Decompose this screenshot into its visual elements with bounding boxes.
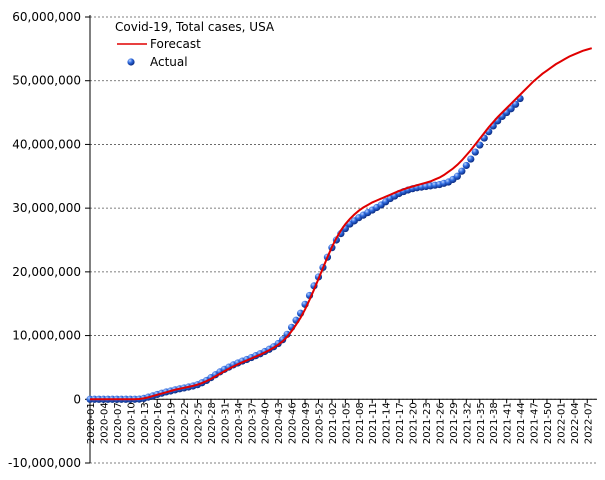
x-tick-label: 2021-08 (355, 402, 366, 444)
x-tick-label: 2022-07 (583, 402, 594, 444)
y-tick-label: 10,000,000 (12, 329, 81, 343)
x-tick-label: 2021-11 (368, 402, 379, 444)
x-tick-label: 2021-02 (328, 402, 339, 444)
y-tick-label: 0 (73, 392, 81, 406)
chart-title: Covid-19, Total cases, USA (115, 20, 275, 34)
x-tick-label: 2021-17 (395, 402, 406, 444)
x-tick-label: 2022-01 (556, 402, 567, 444)
grid: -10,000,000 0 10,000,000 20,000,000 30,000,0… (8, 10, 597, 470)
x-tick-label: 2021-38 (489, 402, 500, 444)
x-tick-label: 2020-52 (314, 402, 325, 444)
x-tick-label: 2020-31 (220, 402, 231, 444)
x-tick-label: 2020-37 (247, 402, 258, 444)
x-tick-label: 2020-34 (234, 402, 245, 444)
x-tick-label: 2020-10 (126, 402, 137, 444)
y-tick-label: 50,000,000 (12, 74, 81, 88)
x-tick-label: 2021-26 (435, 402, 446, 444)
x-tick-label: 2020-01 (86, 402, 97, 444)
x-tick-label: 2021-41 (503, 402, 514, 444)
x-tick-label: 2021-29 (449, 402, 460, 444)
forecast-line (90, 47, 593, 401)
x-tick-label: 2020-40 (261, 402, 272, 444)
y-tick-label: 60,000,000 (12, 10, 81, 24)
x-tick-label: 2021-05 (341, 402, 352, 444)
actual-point (467, 155, 475, 163)
x-tick-label: 2021-44 (516, 402, 527, 444)
x-tick-label: 2021-23 (422, 402, 433, 444)
y-tick-label: 20,000,000 (12, 265, 81, 279)
x-tick-label: 2021-32 (462, 402, 473, 444)
x-tick-label: 2020-07 (113, 402, 124, 444)
actual-point (507, 105, 515, 113)
actual-point (453, 172, 461, 180)
x-tick-label: 2020-19 (167, 402, 178, 444)
actual-point (476, 141, 484, 149)
x-tick-label: 2020-46 (288, 402, 299, 444)
y-tick-label: -10,000,000 (8, 456, 81, 470)
x-tick-label: 2020-49 (301, 402, 312, 444)
x-tick-label: 2021-47 (530, 402, 541, 444)
x-tick-label: 2020-04 (99, 402, 110, 444)
x-tick-label: 2020-13 (140, 402, 151, 444)
x-tick-label: 2022-04 (570, 402, 581, 444)
actual-point (462, 161, 470, 170)
x-tick-label: 2021-20 (409, 402, 420, 444)
x-tick-label: 2021-35 (476, 402, 487, 444)
x-tick-label: 2020-16 (153, 402, 164, 444)
y-tick-label: 40,000,000 (12, 137, 81, 151)
actual-point (511, 100, 520, 108)
x-tick-label: 2020-43 (274, 402, 285, 444)
x-tick-label: 2020-22 (180, 402, 191, 444)
plot (86, 47, 593, 403)
actual-point (458, 167, 466, 175)
legend-marker (127, 58, 135, 66)
actual-point (471, 148, 479, 156)
x-tick-label: 2020-28 (207, 402, 218, 444)
x-tick-label: 2021-50 (543, 402, 554, 444)
legend: Covid-19, Total cases, USA Forecast Actua… (115, 20, 275, 69)
x-tick-label: 2021-14 (382, 402, 393, 444)
legend-label: Forecast (150, 37, 201, 51)
x-tick-label: 2020-25 (194, 402, 205, 444)
y-tick-label: 30,000,000 (12, 201, 81, 215)
legend-label: Actual (150, 55, 188, 69)
